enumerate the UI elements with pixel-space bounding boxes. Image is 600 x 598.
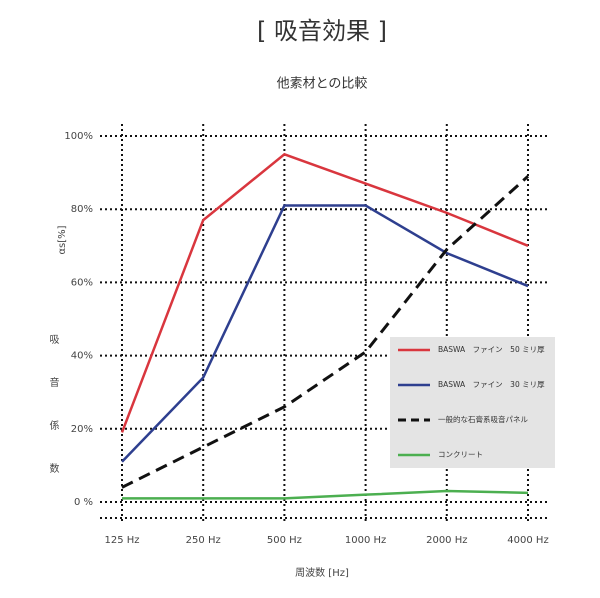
- x-tick-label: 125 Hz: [104, 535, 139, 546]
- series-line: [120, 152, 529, 433]
- chart-title: [ 吸音効果 ]: [257, 17, 387, 45]
- x-tick-label: 2000 Hz: [426, 535, 467, 546]
- y-tick-label: 60%: [71, 277, 93, 288]
- x-tick-label: 250 Hz: [186, 535, 221, 546]
- series-line: [121, 175, 530, 489]
- x-tick-label: 500 Hz: [267, 535, 302, 546]
- x-axis-label: 周波数 [Hz]: [295, 566, 349, 579]
- legend-box: [390, 337, 555, 468]
- legend-label: BASWA ファイン 30 ミリ厚: [438, 380, 545, 389]
- legend-label: コンクリート: [438, 450, 483, 459]
- y-axis-label: αs[%]: [57, 225, 68, 254]
- x-tick-label: 4000 Hz: [507, 535, 548, 546]
- y-tick-label: 20%: [71, 424, 93, 435]
- series-line: [122, 489, 529, 500]
- y-axis-label-2: 吸音係数: [47, 334, 58, 506]
- y-tick-label: 0 %: [74, 497, 93, 508]
- x-tick-label: 1000 Hz: [345, 535, 386, 546]
- legend-label: BASWA ファイン 50 ミリ厚: [438, 345, 545, 354]
- series-line: [121, 204, 529, 463]
- y-tick-label: 40%: [71, 351, 93, 362]
- chart-subtitle: 他素材との比較: [277, 77, 368, 92]
- y-tick-label: 80%: [71, 204, 93, 215]
- y-tick-label: 100%: [64, 131, 93, 142]
- legend-label: 一般的な石膏系吸音パネル: [438, 414, 528, 424]
